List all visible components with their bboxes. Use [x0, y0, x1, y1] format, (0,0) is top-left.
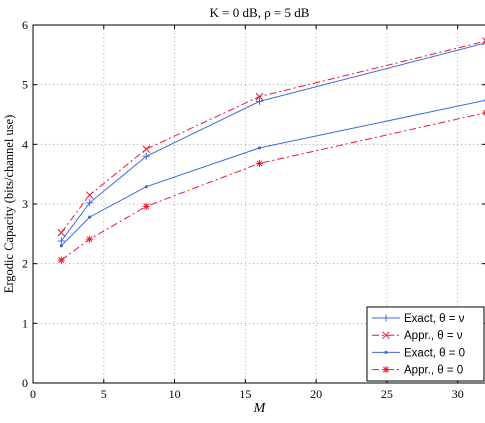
legend-label: Exact, θ = ν — [404, 313, 465, 325]
series-line — [61, 100, 485, 246]
chart-title: K = 0 dB, ρ = 5 dB — [210, 5, 310, 20]
dot-marker — [145, 185, 148, 188]
x-tick-label: 10 — [169, 387, 181, 401]
x-tick-label: 15 — [239, 387, 251, 401]
x-tick-label: 20 — [310, 387, 322, 401]
series-3 — [60, 99, 485, 248]
x-tick-label: 5 — [101, 387, 107, 401]
series-layer — [58, 38, 485, 264]
legend: Exact, θ = ν Appr., θ = ν Exact, θ = 0 Appr… — [367, 307, 484, 381]
y-tick-label: 5 — [22, 78, 28, 92]
dot-marker — [384, 351, 387, 354]
legend-label: Appr., θ = ν — [404, 330, 463, 342]
x-tick-label: 0 — [30, 387, 36, 401]
legend-label: Appr., θ = 0 — [404, 365, 463, 377]
y-tick-label: 3 — [22, 197, 28, 211]
y-tick-label: 0 — [22, 376, 28, 390]
y-tick-label: 6 — [22, 18, 28, 32]
series-1 — [58, 39, 485, 244]
y-tick-label: 2 — [22, 257, 28, 271]
y-axis-label: Ergodic Capacity (bits/channel use) — [2, 115, 16, 294]
series-line — [61, 113, 485, 260]
x-axis-label: M — [253, 401, 267, 416]
series-2 — [58, 38, 485, 237]
y-tick-label: 4 — [22, 137, 28, 151]
x-tick-label: 30 — [452, 387, 464, 401]
y-tick-label: 1 — [22, 316, 28, 330]
series-line — [61, 43, 485, 241]
dot-marker — [60, 244, 63, 247]
dot-marker — [258, 146, 261, 149]
legend-label: Exact, θ = 0 — [404, 347, 465, 359]
series-4 — [58, 109, 485, 263]
dot-marker — [88, 216, 91, 219]
x-tick-label: 25 — [381, 387, 393, 401]
